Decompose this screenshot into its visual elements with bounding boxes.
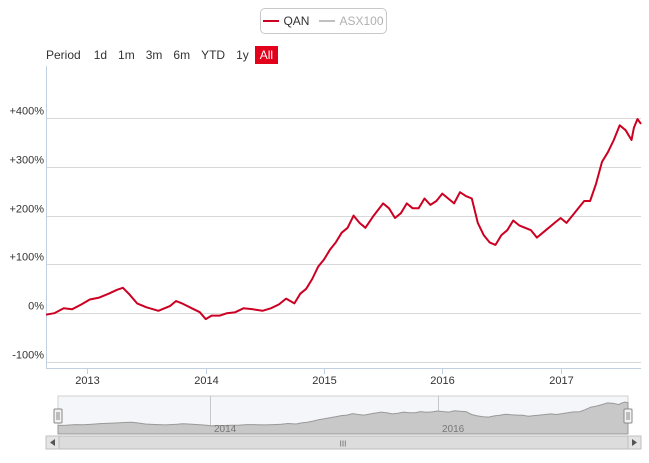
series-line-qan [45, 118, 642, 321]
scrollbar-thumb[interactable] [58, 435, 629, 450]
chart-legend: QAN ASX100 [260, 8, 387, 34]
x-tick-label: 2017 [549, 375, 573, 387]
legend-item-qan[interactable]: QAN [263, 14, 309, 28]
x-tick-label: 2013 [75, 375, 99, 387]
scrollbar: III [45, 435, 642, 450]
period-button-1d[interactable]: 1d [93, 48, 108, 62]
y-tick-label: -100% [12, 350, 44, 362]
x-tick-label: 2015 [312, 375, 336, 387]
period-button-3m[interactable]: 3m [145, 48, 163, 62]
y-tick-label: +300% [9, 155, 44, 167]
y-tick-label: +400% [9, 106, 44, 118]
period-label: Period [46, 48, 81, 62]
scroll-left-button[interactable] [45, 435, 60, 450]
scroll-right-button[interactable] [627, 435, 642, 450]
x-tick-label: 2016 [430, 375, 454, 387]
x-axis-labels: 2013 2014 2015 2016 2017 [75, 375, 573, 387]
caret-right-icon [632, 439, 637, 446]
y-tick-label: +200% [9, 204, 44, 216]
legend-label-qan: QAN [283, 14, 310, 28]
period-button-all[interactable]: All [254, 46, 279, 64]
navigator-year-label-2016: 2016 [442, 424, 465, 435]
navigator-handle-left[interactable] [53, 408, 63, 424]
period-selector: Period 1d 1m 3m 6m YTD 1y All [46, 46, 279, 64]
chart-gridlines [46, 118, 641, 363]
navigator: 2014 2016 [53, 395, 633, 435]
navigator-handle-right[interactable] [623, 408, 633, 424]
x-axis-ticks [87, 368, 562, 374]
navigator-year-label-2014: 2014 [214, 424, 237, 435]
x-tick-label: 2014 [194, 375, 218, 387]
legend-label-asx100: ASX100 [339, 14, 384, 28]
period-button-ytd[interactable]: YTD [201, 48, 226, 62]
navigator-background [57, 395, 629, 435]
legend-swatch-asx100 [319, 20, 336, 22]
y-tick-label: 0% [28, 301, 44, 313]
period-button-1y[interactable]: 1y [236, 48, 249, 62]
y-tick-label: +100% [9, 252, 44, 264]
y-axis-labels: -100% 0% +100% +200% +300% +400% [9, 106, 44, 362]
navigator-area [57, 401, 629, 435]
period-button-1m[interactable]: 1m [118, 48, 135, 62]
legend-swatch-qan [263, 20, 280, 22]
period-button-6m[interactable]: 6m [173, 48, 191, 62]
legend-item-asx100[interactable]: ASX100 [319, 14, 384, 28]
caret-left-icon [50, 439, 55, 446]
